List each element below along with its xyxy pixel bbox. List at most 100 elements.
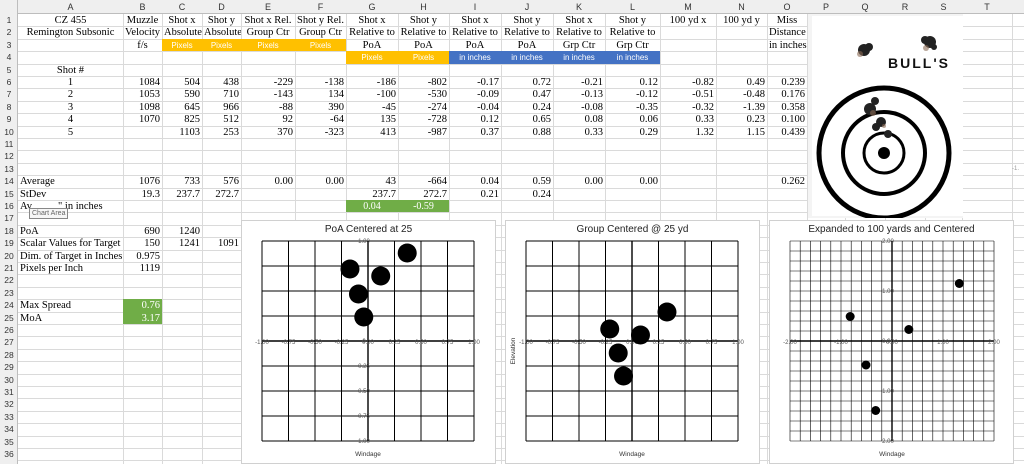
header-I4[interactable]: in inches [459,53,491,63]
header-H3[interactable]: PoA [414,39,433,51]
shot-4-K[interactable]: 0.08 [584,114,603,126]
column-header-N[interactable]: N [738,2,745,12]
header-I2[interactable]: Relative to [452,27,498,39]
header-L2[interactable]: Relative to [609,27,656,39]
shot-2-K[interactable]: -0.13 [581,89,603,101]
row16-label[interactable]: Av [20,201,33,212]
row-header-8[interactable]: 8 [6,101,12,112]
header-F3[interactable]: Pixels [309,40,332,50]
scalar-B[interactable]: 150 [144,238,160,250]
column-header-K[interactable]: K [575,2,582,12]
header-I1[interactable]: Shot x [461,15,489,26]
shot-2-N[interactable]: -0.48 [743,89,765,101]
row-header-13[interactable]: 13 [4,163,14,174]
shot-4-B[interactable]: 1070 [139,114,160,126]
column-header-S[interactable]: S [940,2,947,12]
stdev-G[interactable]: 237.7 [372,188,396,200]
row-header-1[interactable]: 1 [6,15,12,25]
average-label[interactable]: Average [20,176,55,188]
column-header-R[interactable]: R [901,2,909,12]
header-J2[interactable]: Relative to [504,27,550,39]
shot-5-M[interactable]: 1.32 [695,126,714,138]
shot-3-L[interactable]: -0.35 [636,101,658,113]
shot-1-B[interactable]: 1084 [139,77,160,88]
row-header-36[interactable]: 36 [4,449,14,459]
row-header-24[interactable]: 24 [4,300,14,311]
row-header-30[interactable]: 30 [4,374,14,385]
shot-3-A[interactable]: 3 [67,101,74,113]
chart-2[interactable]: Group Centered @ 25 yd -1.00 -0.75 -0.50 -0.… [505,220,760,464]
data-point[interactable] [954,279,964,288]
shot-1-C[interactable]: 504 [184,77,200,88]
row-header-21[interactable]: 21 [4,263,14,273]
column-header-J[interactable]: J [524,2,530,12]
target-photo[interactable]: BULL'S [808,14,963,221]
shot-1-K[interactable]: -0.21 [581,77,603,88]
header-A2[interactable]: Remington Subsonic [26,27,115,39]
shot-2-C[interactable]: 590 [184,89,200,101]
average-J[interactable]: 0.59 [532,176,551,188]
shot-4-A[interactable]: 4 [67,114,74,126]
shot-3-D[interactable]: 966 [223,101,239,113]
data-point[interactable] [871,406,881,415]
row-header-10[interactable]: 10 [4,126,14,137]
header-E1[interactable]: Shot x Rel. [244,15,292,26]
shot-4-L[interactable]: 0.06 [639,114,658,126]
data-point[interactable] [904,325,914,334]
row-header-4[interactable]: 4 [6,52,12,63]
shot-5-A[interactable]: 5 [67,126,74,138]
ppi-value[interactable]: 1119 [139,263,160,274]
shot-1-M[interactable]: -0.82 [692,77,714,88]
shot-1-F[interactable]: -138 [324,77,344,88]
row-header-3[interactable]: 3 [6,39,12,50]
row-header-35[interactable]: 35 [4,436,14,447]
row-header-7[interactable]: 7 [6,89,12,100]
header-L3[interactable]: Grp Ctr [616,39,649,51]
shot-3-M[interactable]: -0.32 [692,101,714,113]
average-H[interactable]: -664 [427,176,447,188]
header-C2[interactable]: Absolute [164,27,202,39]
column-header-H[interactable]: H [420,2,427,12]
shot-5-D[interactable]: 253 [223,126,239,138]
shot-5-O[interactable]: 0.439 [781,126,805,138]
header-G2[interactable]: Relative to [349,27,395,39]
scalar-C[interactable]: 1241 [179,238,200,250]
header-J3[interactable]: PoA [517,39,537,51]
column-headers[interactable]: A B C D E F G H I J K L M N O P Q R S T [0,0,1024,14]
header-F1[interactable]: Shot y Rel. [297,15,344,26]
shot-2-M[interactable]: -0.51 [692,89,714,101]
moa-label[interactable]: MoA [20,312,43,324]
shot-2-L[interactable]: -0.12 [636,89,658,101]
stdev-D[interactable]: 272.7 [215,188,239,200]
shot-5-E[interactable]: 370 [277,126,293,138]
shot-4-N[interactable]: 0.23 [746,114,765,126]
shot-2-O[interactable]: 0.176 [781,89,805,101]
data-point[interactable] [657,302,677,322]
data-point[interactable] [371,266,391,286]
header-A1[interactable]: CZ 455 [54,15,87,26]
data-point[interactable] [600,319,620,339]
average-K[interactable]: 0.00 [584,176,603,188]
column-header-B[interactable]: B [139,2,146,12]
header-O2[interactable]: Distance [769,27,806,39]
shot-4-O[interactable]: 0.100 [781,114,805,126]
moa-value[interactable]: 3.17 [141,312,160,324]
column-header-L[interactable]: L [629,2,635,12]
header-E2[interactable]: Group Ctr [246,27,290,39]
header-J1[interactable]: Shot y [513,15,541,26]
data-point[interactable] [354,307,374,327]
row-header-18[interactable]: 18 [4,225,14,236]
data-point[interactable] [340,259,360,279]
row-header-32[interactable]: 32 [4,399,14,410]
header-F2[interactable]: Group Ctr [299,27,342,39]
average-I[interactable]: 0.04 [480,176,499,188]
header-B3[interactable]: f/s [137,39,148,51]
dim-value[interactable]: 0.975 [136,250,160,262]
average-L[interactable]: 0.00 [639,176,658,188]
shot-3-N[interactable]: -1.39 [743,101,765,113]
shot-2-F[interactable]: 134 [328,89,344,101]
shot-1-D[interactable]: 438 [223,77,239,88]
ppi-label[interactable]: Pixels per Inch [20,263,83,274]
shot-1-E[interactable]: -229 [273,77,293,88]
